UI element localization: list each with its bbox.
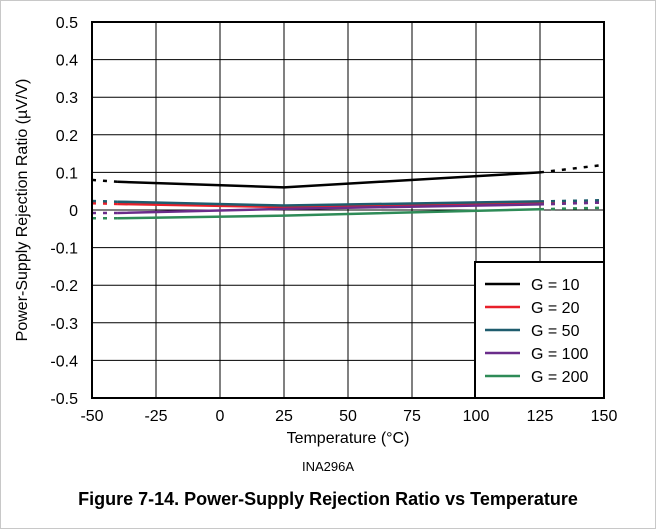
series-extrap-right-1 — [539, 201, 605, 205]
x-tick-label: -25 — [144, 408, 167, 425]
figure-footnote: INA296A — [301, 459, 355, 474]
x-tick-label: 100 — [463, 408, 490, 425]
y-tick-label: 0 — [69, 203, 78, 220]
y-tick-label: 0.2 — [56, 128, 78, 145]
x-tick-label: 150 — [591, 408, 618, 425]
x-tick-labels: -50 -25 0 25 50 75 100 125 150 — [80, 408, 617, 425]
series-extrap-right-2 — [539, 198, 605, 203]
series-line-4 — [117, 207, 541, 220]
y-tick-label: 0.1 — [56, 165, 78, 182]
plot-border — [91, 21, 605, 399]
psrr-chart: -50 -25 0 25 50 75 100 125 150 0.50.40.30.20.10-… — [14, 15, 617, 447]
series-extrap-right-4 — [539, 206, 605, 211]
y-tick-label: 0.3 — [56, 90, 78, 107]
legend-label-3: G = 100 — [531, 346, 588, 363]
x-tick-label: 125 — [527, 408, 554, 425]
y-axis-label: Power-Supply Rejection Ratio (µV/V) — [14, 79, 31, 342]
y-tick-labels: 0.5 0.4 0.3 0.2 0.1 0 -0.1 -0.2 -0.3 -0.4 -0.5 — [50, 15, 78, 408]
series-extrap-right-3 — [539, 201, 605, 206]
x-axis-label: Temperature (°C) — [287, 430, 410, 447]
y-tick-label: 0.5 — [56, 15, 78, 32]
x-tick-label: -50 — [80, 408, 103, 425]
series-line-0 — [117, 171, 541, 189]
legend-label-4: G = 200 — [531, 369, 588, 386]
legend-label-1: G = 20 — [531, 300, 580, 317]
series-extrap-left-0 — [91, 178, 118, 184]
x-tick-label: 75 — [403, 408, 421, 425]
legend-label-0: G = 10 — [531, 277, 580, 294]
y-tick-label: -0.3 — [50, 316, 78, 333]
figure-caption: Figure 7-14. Power-Supply Rejection Rati… — [78, 489, 578, 509]
y-tick-label: -0.1 — [50, 241, 78, 258]
series-line-2 — [117, 200, 541, 207]
series-extrap-right-0 — [539, 163, 605, 174]
x-tick-label: 0 — [216, 408, 225, 425]
x-tick-label: 25 — [275, 408, 293, 425]
series-lines — [91, 163, 605, 220]
y-tick-label: 0.4 — [56, 53, 78, 70]
series-line-3 — [117, 203, 541, 215]
legend: G = 10 G = 20 G = 50 G = 100 G = 200 — [474, 261, 605, 399]
y-tick-label: -0.2 — [50, 278, 78, 295]
legend-label-2: G = 50 — [531, 323, 580, 340]
series-extrap-left-1 — [91, 201, 118, 206]
y-tick-label: -0.4 — [50, 353, 78, 370]
y-tick-label: -0.5 — [50, 391, 78, 408]
series-extrap-left-2 — [91, 199, 118, 203]
x-tick-label: 50 — [339, 408, 357, 425]
